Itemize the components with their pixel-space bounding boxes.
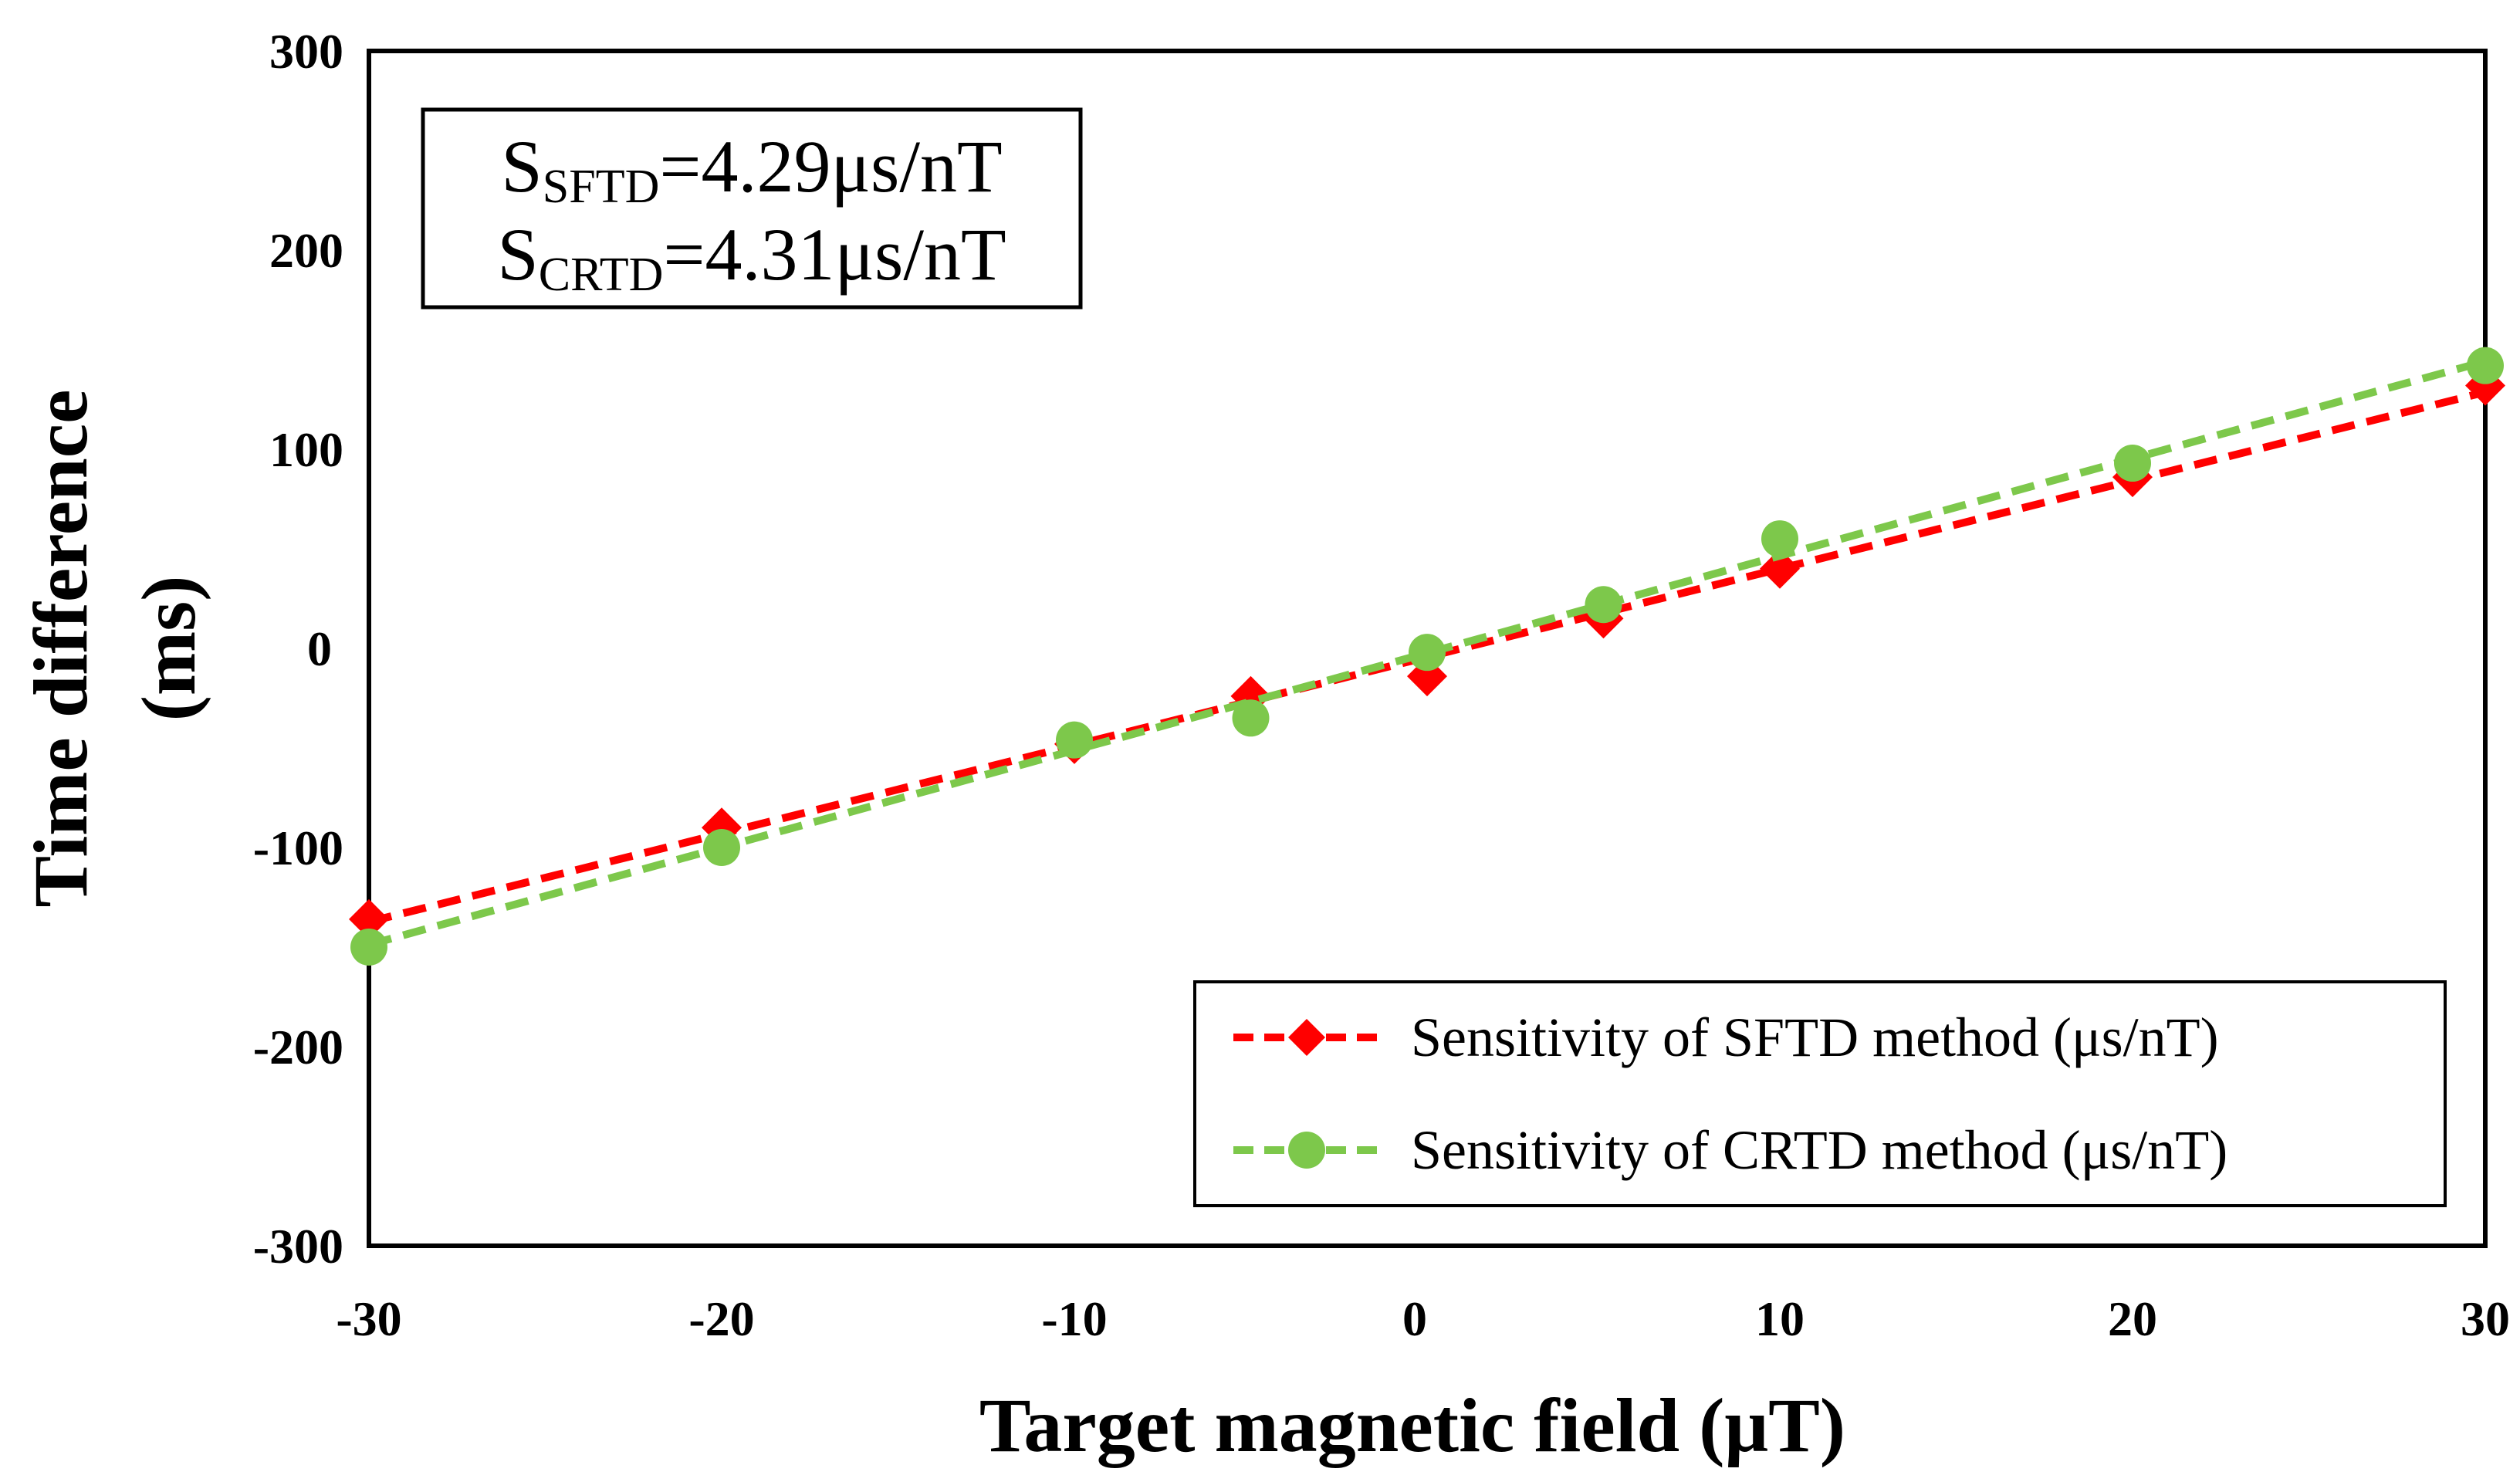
x-tick-label: 0 bbox=[1402, 1291, 1427, 1346]
annotation-value: =4.31μs/nT bbox=[663, 213, 1006, 296]
annotation-box bbox=[421, 107, 1083, 310]
annotation-line-crtd: SCRTD=4.31μs/nT bbox=[497, 213, 1006, 301]
y-axis-title-line2: (ms) bbox=[126, 576, 211, 722]
data-point-crtd bbox=[1585, 586, 1622, 624]
data-point-crtd bbox=[350, 929, 387, 966]
x-tick-label: 30 bbox=[2461, 1291, 2510, 1346]
data-point-sftd bbox=[349, 898, 389, 939]
legend-box bbox=[1193, 980, 2447, 1207]
y-tick-label: -200 bbox=[253, 1020, 343, 1074]
data-point-crtd bbox=[2467, 347, 2504, 384]
annotation-symbol: S bbox=[497, 213, 538, 296]
series-crtd bbox=[350, 347, 2504, 966]
y-axis-title-line1: Time difference bbox=[18, 389, 103, 907]
legend: Sensitivity of SFTD method (μs/nT) Sensi… bbox=[1193, 980, 2447, 1207]
data-point-crtd bbox=[1232, 699, 1270, 737]
x-axis-title: Target magnetic field (μT) bbox=[979, 1382, 1845, 1468]
x-tick-label: 10 bbox=[1755, 1291, 1805, 1346]
y-axis-title: Time difference (ms) bbox=[18, 389, 211, 907]
data-point-crtd bbox=[1761, 520, 1798, 558]
y-tick-label: 300 bbox=[269, 24, 343, 79]
y-tick-label: 100 bbox=[269, 422, 343, 477]
data-point-crtd bbox=[703, 829, 740, 866]
data-point-sftd bbox=[1760, 548, 1800, 589]
y-tick-label: 0 bbox=[307, 621, 332, 676]
x-tick-label: -20 bbox=[688, 1291, 754, 1346]
legend-label-sftd: Sensitivity of SFTD method (μs/nT) bbox=[1411, 1007, 2219, 1068]
data-point-crtd bbox=[2114, 445, 2151, 482]
x-tick-labels: -30 -20 -10 0 10 20 30 bbox=[336, 1291, 2510, 1346]
legend-marker-crtd bbox=[1288, 1132, 1325, 1169]
y-tick-label: 200 bbox=[269, 223, 343, 278]
plot-area-frame bbox=[367, 49, 2488, 1248]
annotation-value: =4.29μs/nT bbox=[659, 125, 1002, 208]
sensitivity-annotation: SSFTD=4.29μs/nT SCRTD=4.31μs/nT bbox=[421, 107, 1083, 310]
annotation-subscript: CRTD bbox=[539, 249, 664, 301]
y-tick-label: -100 bbox=[253, 821, 343, 875]
data-point-crtd bbox=[1056, 721, 1093, 759]
y-tick-label: -300 bbox=[253, 1219, 343, 1274]
x-tick-label: -30 bbox=[336, 1291, 401, 1346]
y-tick-labels: 300 200 100 0 -100 -200 -300 bbox=[253, 24, 343, 1274]
x-tick-label: 20 bbox=[2108, 1291, 2157, 1346]
annotation-subscript: SFTD bbox=[543, 161, 660, 213]
legend-marker-sftd bbox=[1288, 1019, 1325, 1056]
annotation-line-sftd: SSFTD=4.29μs/nT bbox=[501, 125, 1002, 213]
x-tick-label: -10 bbox=[1041, 1291, 1107, 1346]
series-layer bbox=[349, 347, 2505, 966]
data-point-crtd bbox=[1409, 634, 1446, 672]
legend-label-crtd: Sensitivity of CRTD method (μs/nT) bbox=[1411, 1119, 2227, 1181]
annotation-symbol: S bbox=[501, 125, 542, 208]
